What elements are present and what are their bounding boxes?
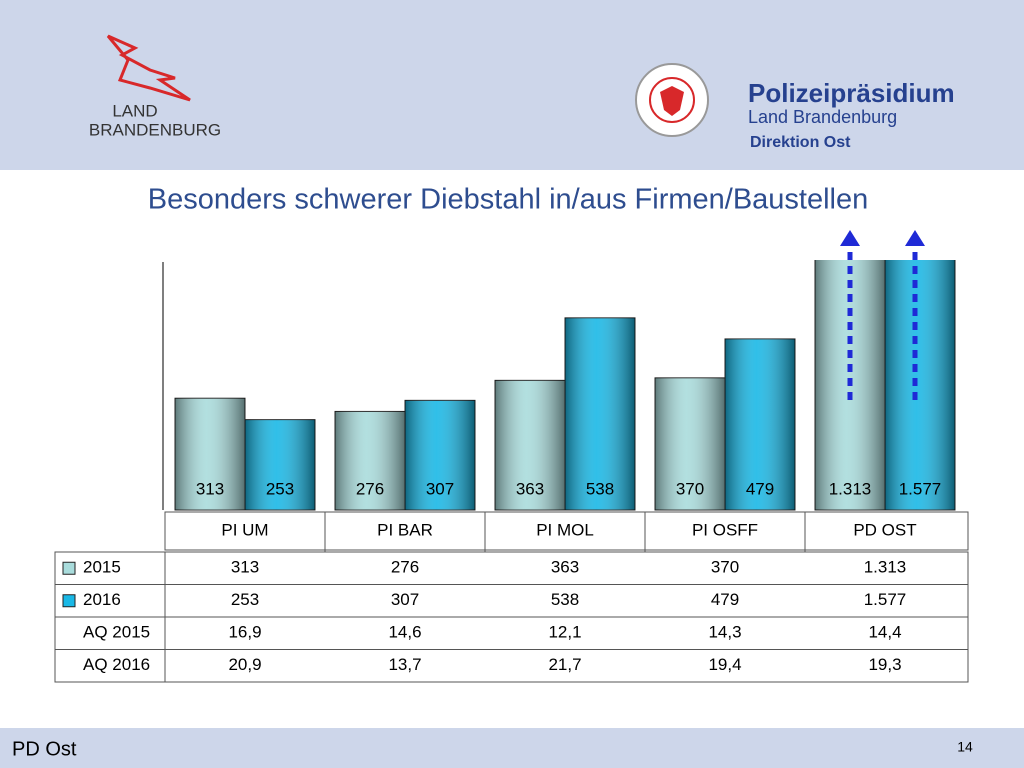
- data-label: 1.577: [899, 479, 942, 498]
- bar-shade: [405, 400, 475, 510]
- logo-text: BRANDENBURG: [89, 120, 221, 139]
- table-cell: 19,4: [708, 655, 741, 674]
- chart-title: Besonders schwerer Diebstahl in/aus Firm…: [148, 184, 869, 216]
- table-cell: 370: [711, 558, 739, 577]
- table-cell: 16,9: [228, 623, 261, 642]
- table-cell: 307: [391, 590, 419, 609]
- table-cell: 276: [391, 558, 419, 577]
- x-tick-label: PI UM: [221, 520, 268, 539]
- table-cell: 20,9: [228, 655, 261, 674]
- bar-shade: [565, 317, 635, 510]
- x-tick-label: PD OST: [853, 520, 916, 539]
- table-cell: 538: [551, 590, 579, 609]
- row-label: 2015: [83, 558, 121, 577]
- data-label: 307: [426, 479, 454, 498]
- table-cell: 1.313: [864, 558, 907, 577]
- bar-shade: [655, 377, 725, 510]
- page-number: 14: [957, 739, 973, 755]
- bar-shade: [725, 338, 795, 510]
- logo-text: LAND: [112, 101, 157, 120]
- table-cell: 21,7: [548, 655, 581, 674]
- bar-shade: [495, 380, 565, 510]
- data-label: 538: [586, 479, 614, 498]
- bar-shade: [335, 411, 405, 510]
- table-cell: 313: [231, 558, 259, 577]
- org-subtitle: Land Brandenburg: [748, 107, 897, 127]
- x-tick-label: PI MOL: [536, 520, 594, 539]
- table-cell: 14,6: [388, 623, 421, 642]
- bar-shade: [885, 260, 955, 511]
- legend-swatch: [62, 594, 76, 608]
- header-band: [0, 0, 1024, 170]
- table-cell: 1.577: [864, 590, 907, 609]
- arrow-head: [840, 230, 860, 246]
- row-label: AQ 2015: [83, 623, 150, 642]
- data-label: 1.313: [829, 479, 872, 498]
- eagle-logo: [106, 34, 191, 102]
- row-label: AQ 2016: [83, 655, 150, 674]
- table-cell: 12,1: [548, 623, 581, 642]
- data-label: 253: [266, 479, 294, 498]
- data-label: 363: [516, 479, 544, 498]
- x-tick-label: PI OSFF: [692, 520, 758, 539]
- data-label: 479: [746, 479, 774, 498]
- row-label: 2016: [83, 590, 121, 609]
- table-header-box: [164, 511, 969, 551]
- footer-band: [0, 728, 1024, 768]
- table-cell: 19,3: [868, 655, 901, 674]
- org-title: Polizeipräsidium: [748, 78, 955, 108]
- data-label: 370: [676, 479, 704, 498]
- table-cell: 14,4: [868, 623, 901, 642]
- legend-swatch: [62, 561, 76, 575]
- bar-shade: [245, 419, 315, 510]
- table-cell: 253: [231, 590, 259, 609]
- footer-left: PD Ost: [12, 738, 77, 760]
- x-tick-label: PI BAR: [377, 520, 433, 539]
- table-cell: 13,7: [388, 655, 421, 674]
- table-cell: 14,3: [708, 623, 741, 642]
- org-unit: Direktion Ost: [750, 134, 851, 151]
- bar-shade: [175, 398, 245, 510]
- data-label: 313: [196, 479, 224, 498]
- table-cell: 363: [551, 558, 579, 577]
- table-cell: 479: [711, 590, 739, 609]
- arrow-head: [905, 230, 925, 246]
- eagle-icon: [660, 86, 684, 116]
- data-label: 276: [356, 479, 384, 498]
